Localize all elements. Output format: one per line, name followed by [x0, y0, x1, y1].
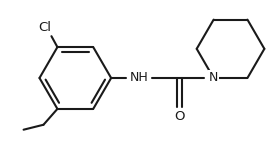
Text: NH: NH	[130, 71, 148, 84]
Text: N: N	[209, 71, 218, 84]
Text: O: O	[175, 110, 185, 123]
Text: Cl: Cl	[38, 21, 51, 34]
Text: N: N	[209, 71, 218, 84]
